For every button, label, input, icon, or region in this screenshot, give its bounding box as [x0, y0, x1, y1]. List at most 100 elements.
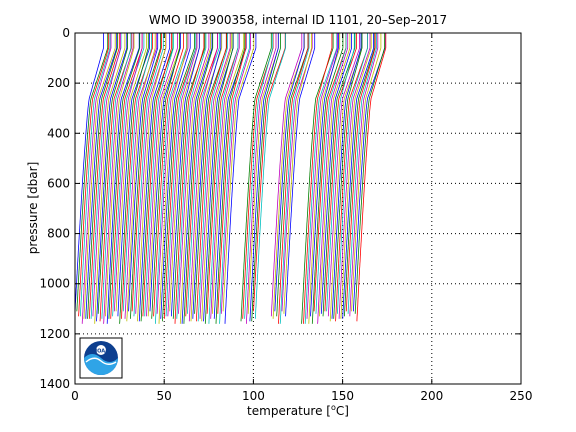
profile-line: [169, 33, 200, 312]
profile-line: [210, 33, 240, 319]
profile-line: [303, 33, 333, 324]
profile-line: [160, 33, 191, 319]
profile-line: [212, 33, 245, 314]
profile-line: [87, 33, 118, 319]
profile-line: [76, 33, 109, 312]
profile-line: [112, 33, 145, 317]
profile-line: [311, 33, 344, 324]
profile-line: [220, 33, 252, 314]
profile-line: [327, 33, 361, 317]
temperature-profiles: [74, 33, 387, 324]
y-tick-label: 0: [62, 26, 70, 40]
profile-line: [342, 33, 375, 319]
y-tick-label: 1200: [39, 327, 70, 341]
profile-line: [192, 33, 222, 319]
profile-line: [333, 33, 363, 319]
y-tick-label: 1400: [39, 377, 70, 391]
y-tick-labels: 0 200 400 600 800 1000 1200 1400: [39, 26, 70, 391]
profile-line: [133, 33, 164, 317]
profile-line: [117, 33, 151, 317]
profile-line: [149, 33, 181, 312]
profile-line: [172, 33, 206, 319]
profile-line: [142, 33, 173, 317]
profile-line: [242, 33, 274, 319]
profile-line: [356, 33, 387, 322]
profile-line: [158, 33, 188, 324]
profile-line: [99, 33, 132, 322]
profile-line: [274, 33, 305, 312]
profile-line: [272, 33, 305, 319]
profile-line: [222, 33, 255, 312]
profile-line: [81, 33, 112, 324]
profile-line: [90, 33, 122, 319]
profile-line: [278, 33, 309, 324]
y-axis-label: pressure [dbar]: [26, 162, 40, 255]
profile-line: [326, 33, 355, 312]
profile-line: [351, 33, 382, 312]
profile-line: [344, 33, 376, 317]
profile-line: [253, 33, 286, 312]
profile-line: [345, 33, 376, 312]
profile-line: [108, 33, 141, 319]
x-tick-label: 150: [331, 389, 354, 403]
x-tick-label: 50: [157, 389, 172, 403]
profile-line: [217, 33, 247, 314]
profile-line: [183, 33, 214, 324]
profile-line: [126, 33, 156, 322]
profile-line: [110, 33, 143, 319]
profile-line: [119, 33, 149, 324]
profile-line: [80, 33, 111, 317]
profile-line: [240, 33, 272, 322]
profile-line: [215, 33, 246, 324]
profile-line: [194, 33, 228, 314]
profile-line: [121, 33, 153, 319]
profile-line: [162, 33, 195, 322]
profile-line: [320, 33, 353, 314]
y-tick-label: 200: [47, 76, 70, 90]
profile-line: [165, 33, 197, 317]
profile-line: [301, 33, 334, 324]
x-tick-labels: 0 50 100 150 200 250: [71, 389, 532, 403]
profile-line: [78, 33, 110, 317]
profile-line: [331, 33, 362, 319]
profile-line: [281, 33, 313, 312]
profile-line: [178, 33, 210, 314]
profile-line: [103, 33, 134, 324]
y-tick-label: 1000: [39, 277, 70, 291]
profile-line: [219, 33, 250, 324]
profile-line: [335, 33, 369, 322]
profile-line: [283, 33, 313, 314]
profile-line: [74, 33, 104, 312]
profile-line: [313, 33, 347, 312]
profile-line: [122, 33, 152, 312]
profile-line: [96, 33, 128, 322]
profile-line: [130, 33, 161, 319]
profile-line: [135, 33, 167, 314]
profile-line: [310, 33, 339, 317]
y-tick-label: 800: [47, 227, 70, 241]
x-tick-label: 0: [71, 389, 79, 403]
noaa-logo: NOAA: [79, 337, 123, 379]
profile-line: [167, 33, 198, 317]
profile-line: [179, 33, 212, 324]
y-tick-label: 400: [47, 126, 70, 140]
profile-line: [322, 33, 356, 317]
profile-line: [128, 33, 159, 312]
profile-line: [83, 33, 116, 319]
profile-line: [247, 33, 279, 314]
profile-line: [285, 33, 316, 317]
chart-title: WMO ID 3900358, internal ID 1101, 20–Sep…: [149, 13, 447, 27]
profile-line: [279, 33, 310, 324]
profile-line: [88, 33, 120, 319]
profile-line: [353, 33, 386, 312]
profile-line: [203, 33, 234, 322]
plot-frame: [74, 32, 522, 385]
profile-line: [106, 33, 140, 324]
profile-line: [349, 33, 379, 317]
x-tick-label: 200: [420, 389, 443, 403]
profile-line: [254, 33, 287, 319]
profile-line: [338, 33, 371, 319]
profile-line: [163, 33, 197, 319]
profile-line: [188, 33, 218, 322]
